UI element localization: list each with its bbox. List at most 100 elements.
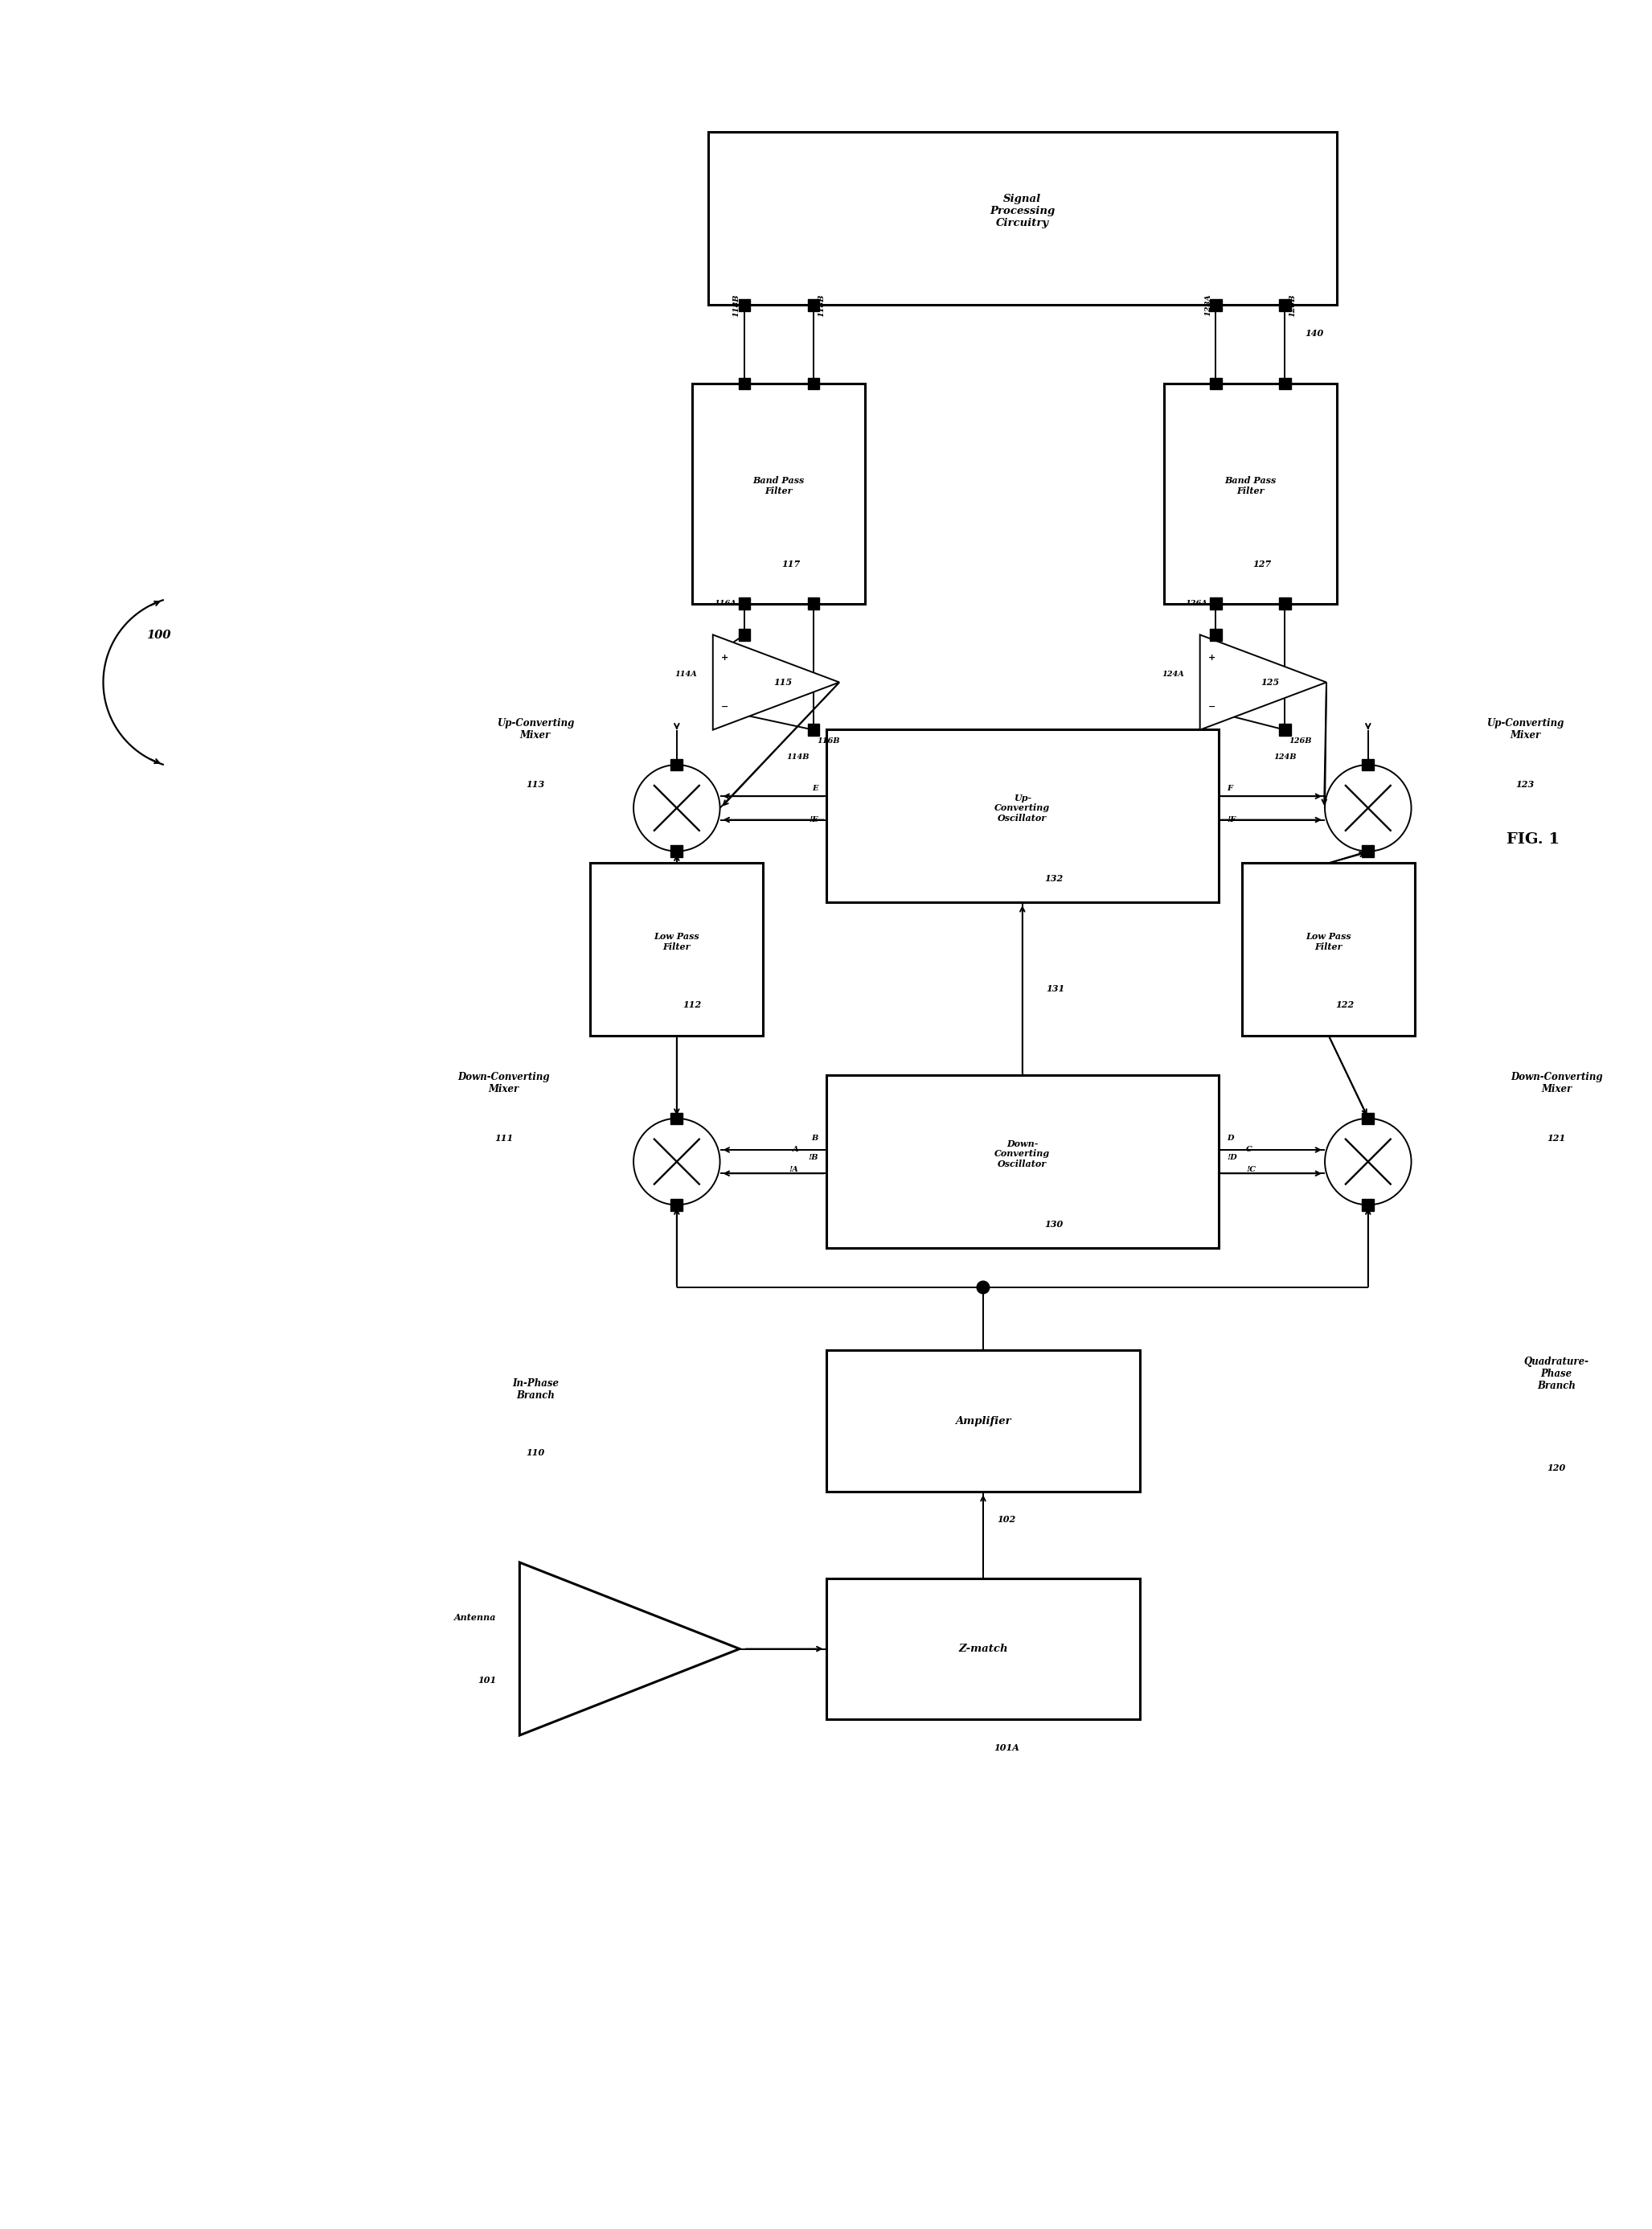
Text: Down-
Converting
Oscillator: Down- Converting Oscillator bbox=[995, 1139, 1051, 1168]
Text: 125: 125 bbox=[1260, 678, 1279, 687]
Text: −: − bbox=[1208, 702, 1216, 711]
Text: +: + bbox=[720, 653, 729, 662]
Text: Down-Converting
Mixer: Down-Converting Mixer bbox=[1510, 1072, 1602, 1094]
Polygon shape bbox=[1199, 635, 1327, 729]
Text: Low Pass
Filter: Low Pass Filter bbox=[1307, 932, 1351, 952]
Bar bbox=[1279, 724, 1290, 736]
Bar bbox=[671, 758, 682, 771]
Text: 114A: 114A bbox=[674, 671, 697, 678]
Text: 101A: 101A bbox=[995, 1743, 1019, 1752]
Text: Up-
Converting
Oscillator: Up- Converting Oscillator bbox=[995, 794, 1051, 823]
Text: A: A bbox=[793, 1146, 798, 1152]
Circle shape bbox=[1325, 1119, 1411, 1206]
Bar bbox=[826, 1578, 1140, 1719]
Bar bbox=[1209, 377, 1221, 390]
Text: Quadrature-
Phase
Branch: Quadrature- Phase Branch bbox=[1525, 1357, 1589, 1391]
Bar bbox=[826, 729, 1219, 903]
Bar bbox=[808, 724, 819, 736]
Text: 132: 132 bbox=[1044, 874, 1064, 883]
Text: Up-Converting
Mixer: Up-Converting Mixer bbox=[1487, 718, 1564, 740]
Bar bbox=[1363, 845, 1374, 858]
Bar bbox=[1363, 1199, 1374, 1210]
Bar bbox=[1163, 383, 1336, 604]
Bar bbox=[1279, 597, 1290, 609]
Text: Band Pass
Filter: Band Pass Filter bbox=[753, 477, 805, 495]
Text: 117: 117 bbox=[781, 559, 800, 568]
Text: Antenna: Antenna bbox=[454, 1614, 496, 1623]
Text: 110: 110 bbox=[525, 1449, 545, 1458]
Text: 120: 120 bbox=[1548, 1464, 1566, 1473]
Text: !A: !A bbox=[790, 1166, 798, 1172]
Bar bbox=[1363, 1112, 1374, 1123]
Bar bbox=[738, 299, 750, 312]
Circle shape bbox=[633, 1119, 720, 1206]
Text: FIG. 1: FIG. 1 bbox=[1507, 831, 1559, 847]
Bar bbox=[1242, 863, 1416, 1036]
Bar bbox=[671, 1112, 682, 1123]
Bar bbox=[692, 383, 866, 604]
Bar bbox=[738, 597, 750, 609]
Text: 126A: 126A bbox=[1186, 600, 1208, 606]
Text: 112: 112 bbox=[684, 1001, 702, 1010]
Text: E: E bbox=[813, 785, 818, 791]
Text: 128B: 128B bbox=[1289, 294, 1297, 317]
Text: 101: 101 bbox=[477, 1676, 496, 1685]
Text: B: B bbox=[811, 1135, 818, 1141]
Text: Amplifier: Amplifier bbox=[955, 1415, 1011, 1427]
Bar bbox=[1279, 299, 1290, 312]
Circle shape bbox=[633, 765, 720, 851]
Text: Up-Converting
Mixer: Up-Converting Mixer bbox=[497, 718, 573, 740]
Bar bbox=[826, 1074, 1219, 1248]
Text: D: D bbox=[1227, 1135, 1234, 1141]
Bar bbox=[808, 377, 819, 390]
Text: 102: 102 bbox=[998, 1516, 1016, 1525]
Text: 115: 115 bbox=[773, 678, 793, 687]
Text: Z-match: Z-match bbox=[958, 1643, 1008, 1654]
Text: 122: 122 bbox=[1335, 1001, 1355, 1010]
Text: 124A: 124A bbox=[1161, 671, 1184, 678]
Text: 131: 131 bbox=[1046, 985, 1064, 994]
Bar bbox=[808, 597, 819, 609]
Text: +: + bbox=[1208, 653, 1216, 662]
Text: 128A: 128A bbox=[1204, 294, 1211, 317]
Text: 127: 127 bbox=[1252, 559, 1272, 568]
Bar bbox=[738, 377, 750, 390]
Bar bbox=[826, 1351, 1140, 1491]
Text: !D: !D bbox=[1227, 1155, 1237, 1161]
Text: 118B: 118B bbox=[733, 294, 740, 317]
Text: 116A: 116A bbox=[714, 600, 737, 606]
Text: 130: 130 bbox=[1044, 1219, 1064, 1228]
Bar bbox=[808, 299, 819, 312]
Bar bbox=[590, 863, 763, 1036]
Circle shape bbox=[976, 1282, 990, 1293]
Bar bbox=[671, 845, 682, 858]
Text: !B: !B bbox=[808, 1155, 818, 1161]
Polygon shape bbox=[520, 1563, 740, 1736]
Text: Signal
Processing
Circuitry: Signal Processing Circuitry bbox=[990, 194, 1056, 227]
Text: 123: 123 bbox=[1517, 780, 1535, 789]
Text: Low Pass
Filter: Low Pass Filter bbox=[654, 932, 699, 952]
Text: !E: !E bbox=[809, 816, 818, 823]
Text: 140: 140 bbox=[1305, 328, 1323, 337]
Text: 126B: 126B bbox=[1289, 738, 1312, 744]
Bar bbox=[1279, 377, 1290, 390]
Text: 116B: 116B bbox=[818, 738, 841, 744]
Polygon shape bbox=[714, 635, 839, 729]
Text: 113: 113 bbox=[525, 780, 545, 789]
Bar bbox=[1209, 299, 1221, 312]
Bar bbox=[1209, 629, 1221, 640]
Text: 121: 121 bbox=[1548, 1135, 1566, 1143]
Text: 100: 100 bbox=[145, 629, 170, 640]
Text: −: − bbox=[720, 702, 729, 711]
Text: 111: 111 bbox=[494, 1135, 514, 1143]
Bar bbox=[671, 1199, 682, 1210]
Text: 118B: 118B bbox=[818, 294, 824, 317]
Text: Band Pass
Filter: Band Pass Filter bbox=[1224, 477, 1275, 495]
Bar bbox=[1209, 597, 1221, 609]
Text: C: C bbox=[1246, 1146, 1252, 1152]
Text: !C: !C bbox=[1246, 1166, 1256, 1172]
Text: 124B: 124B bbox=[1274, 753, 1297, 760]
Text: F: F bbox=[1227, 785, 1232, 791]
Bar bbox=[1363, 758, 1374, 771]
Circle shape bbox=[1325, 765, 1411, 851]
